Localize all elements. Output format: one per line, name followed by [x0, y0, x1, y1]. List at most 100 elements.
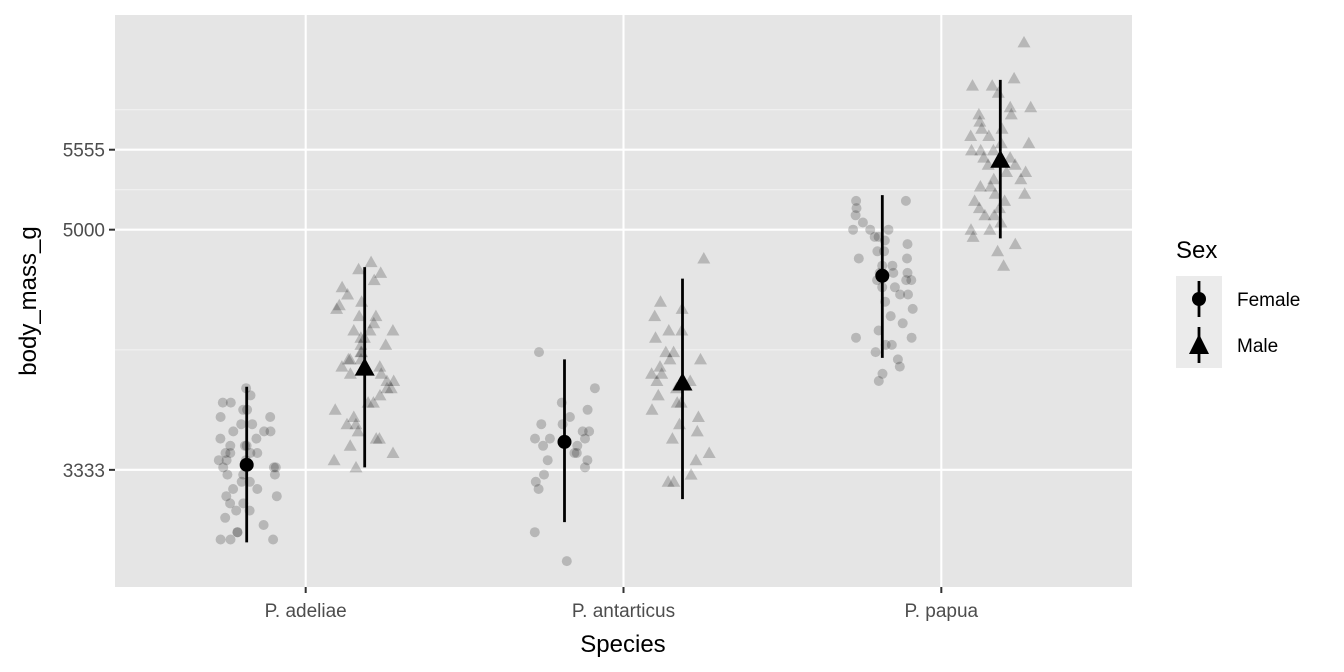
- data-point-male: [347, 324, 361, 336]
- data-point-male: [702, 446, 716, 458]
- data-point-male: [386, 446, 400, 458]
- data-point-male: [653, 360, 667, 372]
- data-point-female: [270, 462, 281, 473]
- data-point-male: [968, 194, 982, 206]
- data-point-female: [902, 253, 912, 264]
- data-point-male: [975, 122, 989, 134]
- data-point-male: [684, 468, 698, 480]
- data-point-male: [661, 475, 675, 487]
- data-point-female: [886, 339, 897, 350]
- data-point-female: [251, 433, 262, 444]
- data-point-male: [977, 151, 991, 163]
- data-point-male: [1000, 165, 1013, 177]
- data-point-female: [221, 491, 232, 502]
- data-point-female: [582, 455, 593, 466]
- mean-point-p-adeliae-female: [239, 457, 254, 472]
- data-point-female: [888, 267, 899, 278]
- data-point-female: [221, 455, 232, 466]
- data-point-male: [987, 208, 1001, 221]
- data-point-female: [222, 469, 233, 480]
- data-point-male: [655, 367, 669, 379]
- data-point-male: [689, 453, 703, 466]
- data-point-male: [662, 324, 676, 336]
- data-point-male: [351, 424, 365, 437]
- data-point-male: [667, 475, 681, 487]
- data-point-female: [877, 368, 888, 379]
- data-point-male: [341, 352, 355, 365]
- data-point-female: [225, 498, 236, 509]
- data-point-male: [691, 410, 705, 422]
- y-tick-label-5555: 5555: [63, 141, 105, 162]
- data-point-female: [900, 195, 911, 206]
- data-point-female: [268, 462, 279, 473]
- data-point-female: [218, 462, 229, 473]
- data-point-female: [225, 448, 236, 458]
- data-point-male: [374, 367, 388, 379]
- data-point-male: [347, 410, 361, 422]
- data-point-female: [225, 440, 236, 451]
- data-point-male: [380, 374, 394, 386]
- data-point-female: [252, 484, 263, 494]
- data-point-female: [865, 224, 876, 235]
- data-point-male: [663, 352, 677, 365]
- data-point-female: [907, 303, 918, 314]
- data-point-female: [895, 289, 906, 300]
- data-point-female: [265, 426, 276, 437]
- data-point-male: [973, 115, 987, 127]
- data-point-female: [853, 253, 864, 264]
- data-point-male: [697, 252, 711, 264]
- data-point-female: [539, 469, 549, 480]
- data-point-male: [985, 79, 999, 91]
- data-point-male: [343, 367, 357, 379]
- data-point-female: [584, 426, 595, 437]
- data-point-male: [984, 180, 998, 192]
- data-point-female: [885, 311, 896, 322]
- data-point-female: [870, 347, 881, 358]
- data-point-male: [352, 309, 366, 322]
- data-point-male: [987, 172, 1001, 185]
- data-point-female: [231, 505, 242, 516]
- data-point-female: [557, 419, 568, 430]
- data-point-female: [883, 224, 894, 235]
- data-point-female: [232, 527, 243, 538]
- x-tick-label-p-antarticus: P. antarticus: [572, 601, 675, 622]
- data-point-female: [892, 354, 903, 365]
- data-point-male: [387, 374, 401, 386]
- data-point-female: [236, 476, 247, 487]
- data-point-female: [265, 412, 276, 422]
- data-point-male: [986, 143, 1000, 156]
- data-point-male: [690, 424, 704, 437]
- legend: Sex Female Male: [1176, 237, 1300, 368]
- data-point-female: [217, 397, 228, 408]
- data-point-male: [335, 360, 349, 372]
- legend-label-male: Male: [1237, 336, 1278, 357]
- mean-point-p-papua-female: [875, 268, 890, 283]
- data-point-male: [373, 360, 387, 372]
- data-point-male: [978, 208, 992, 221]
- data-point-male: [966, 230, 980, 242]
- data-point-male: [995, 122, 1009, 134]
- data-point-female: [215, 412, 226, 422]
- data-point-male: [649, 331, 662, 343]
- data-point-male: [964, 129, 978, 141]
- data-point-male: [982, 129, 996, 141]
- data-point-female: [906, 332, 917, 343]
- data-point-male: [972, 201, 986, 214]
- data-point-male: [966, 79, 979, 91]
- data-point-female: [530, 433, 540, 444]
- data-point-male: [997, 259, 1011, 271]
- data-point-male: [379, 338, 393, 350]
- data-point-male: [648, 309, 662, 322]
- data-point-female: [225, 534, 236, 545]
- data-point-male: [645, 403, 659, 415]
- data-point-female: [582, 404, 593, 415]
- data-point-female: [572, 440, 583, 451]
- data-point-male: [983, 223, 997, 235]
- data-point-female: [577, 426, 588, 437]
- data-point-female: [220, 448, 231, 458]
- data-point-female: [542, 455, 553, 466]
- data-point-male: [1003, 100, 1017, 113]
- data-point-female: [580, 433, 590, 444]
- data-point-female: [589, 383, 600, 394]
- data-point-male: [374, 266, 388, 278]
